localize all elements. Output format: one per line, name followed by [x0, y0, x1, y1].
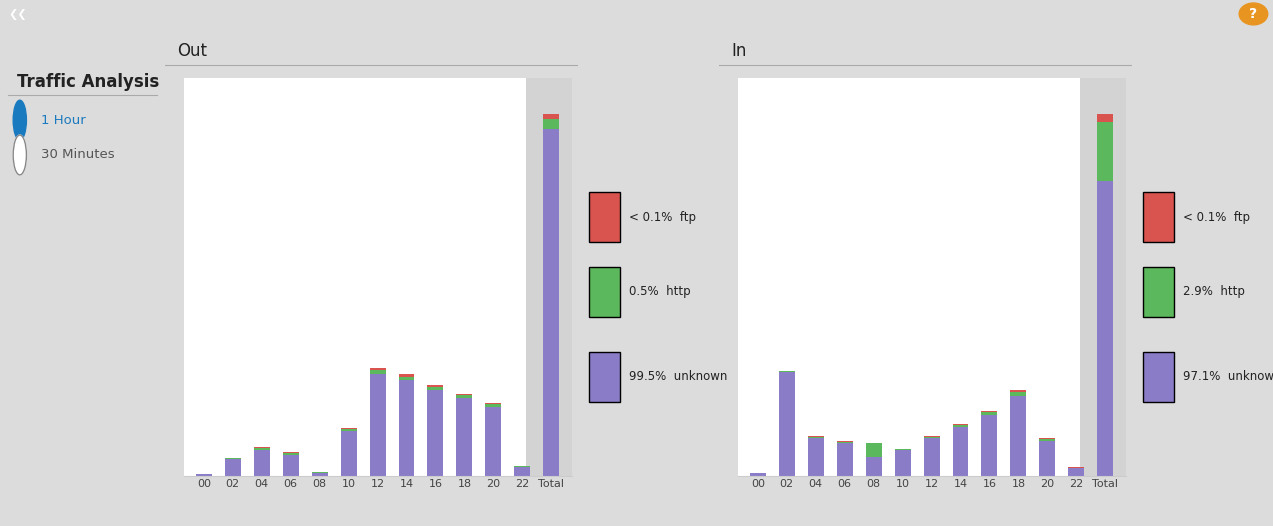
Bar — [457, 396, 472, 398]
Bar — [485, 404, 502, 407]
Text: In: In — [732, 43, 747, 60]
Bar — [485, 402, 502, 404]
Bar — [750, 473, 766, 476]
Bar — [196, 474, 211, 476]
Bar — [341, 429, 356, 431]
Bar — [485, 407, 502, 476]
Bar — [924, 437, 939, 439]
Bar — [1097, 122, 1113, 181]
Bar — [514, 466, 531, 467]
Bar — [952, 427, 969, 476]
FancyBboxPatch shape — [589, 193, 620, 242]
Bar — [836, 441, 853, 442]
Bar — [428, 387, 443, 390]
Bar — [1040, 439, 1055, 441]
Bar — [1097, 114, 1113, 122]
Text: 1 Hour: 1 Hour — [41, 114, 87, 127]
Bar — [981, 412, 998, 415]
Text: 97.1%  unknown: 97.1% unknown — [1183, 370, 1273, 383]
Bar — [924, 439, 939, 476]
Circle shape — [1239, 3, 1268, 25]
Bar — [924, 436, 939, 437]
Bar — [253, 448, 270, 450]
FancyBboxPatch shape — [1143, 267, 1174, 317]
Bar — [544, 129, 559, 476]
Bar — [866, 457, 882, 476]
Bar — [283, 452, 299, 453]
Bar — [808, 436, 824, 437]
Bar — [341, 431, 356, 476]
Bar — [526, 78, 577, 476]
Bar — [225, 459, 241, 476]
Bar — [457, 393, 472, 396]
Bar — [369, 375, 386, 476]
Bar — [398, 375, 415, 377]
Bar — [544, 119, 559, 129]
Bar — [895, 450, 910, 476]
Text: Traffic Analysis: Traffic Analysis — [17, 73, 159, 91]
Bar — [952, 425, 969, 427]
Bar — [1011, 392, 1026, 396]
Bar — [544, 114, 559, 119]
Bar — [1097, 181, 1113, 476]
Text: ?: ? — [1249, 7, 1258, 21]
Bar — [457, 398, 472, 476]
Bar — [1011, 396, 1026, 476]
FancyBboxPatch shape — [1143, 352, 1174, 401]
Bar — [779, 371, 794, 372]
Text: Out: Out — [177, 43, 207, 60]
FancyBboxPatch shape — [589, 267, 620, 317]
Bar — [1011, 390, 1026, 392]
Bar — [1068, 468, 1085, 476]
Bar — [1040, 441, 1055, 476]
Bar — [779, 372, 794, 476]
Bar — [981, 415, 998, 476]
Text: 2.9%  http: 2.9% http — [1183, 286, 1245, 298]
Bar — [253, 447, 270, 448]
Bar — [369, 370, 386, 375]
FancyBboxPatch shape — [589, 352, 620, 401]
Text: ❮❮: ❮❮ — [9, 8, 28, 19]
Bar — [428, 385, 443, 387]
Bar — [428, 390, 443, 476]
Bar — [952, 424, 969, 425]
Bar — [808, 437, 824, 439]
Bar — [836, 442, 853, 443]
Bar — [1080, 78, 1130, 476]
Bar — [981, 411, 998, 412]
Bar — [398, 380, 415, 476]
Bar — [283, 454, 299, 476]
Bar — [369, 368, 386, 370]
Text: 0.5%  http: 0.5% http — [629, 286, 690, 298]
Bar — [514, 467, 531, 476]
FancyBboxPatch shape — [1143, 193, 1174, 242]
Bar — [895, 449, 910, 450]
Text: 99.5%  unknown: 99.5% unknown — [629, 370, 727, 383]
Bar — [866, 443, 882, 457]
Text: < 0.1%  ftp: < 0.1% ftp — [629, 211, 695, 224]
Bar — [808, 439, 824, 476]
Bar — [398, 377, 415, 380]
Circle shape — [13, 135, 27, 175]
Bar — [225, 458, 241, 459]
Circle shape — [13, 100, 27, 140]
Text: < 0.1%  ftp: < 0.1% ftp — [1183, 211, 1250, 224]
Bar — [341, 428, 356, 429]
Bar — [283, 453, 299, 454]
Bar — [253, 450, 270, 476]
Text: 30 Minutes: 30 Minutes — [41, 148, 115, 161]
Bar — [312, 472, 327, 476]
Bar — [836, 443, 853, 476]
